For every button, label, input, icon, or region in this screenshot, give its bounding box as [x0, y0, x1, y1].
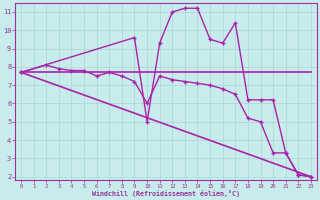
X-axis label: Windchill (Refroidissement éolien,°C): Windchill (Refroidissement éolien,°C) — [92, 190, 240, 197]
